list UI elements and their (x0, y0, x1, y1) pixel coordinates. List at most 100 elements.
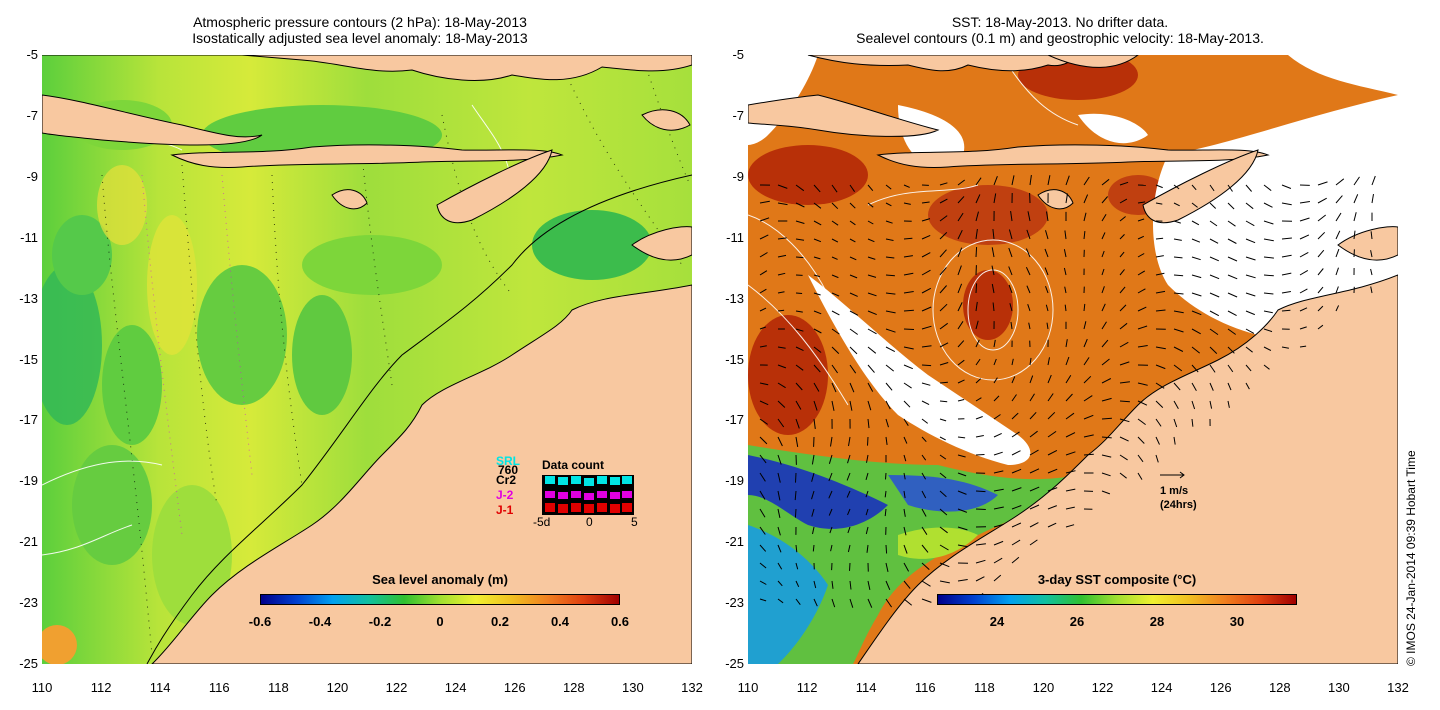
velocity-arrow (777, 237, 787, 240)
velocity-arrow (975, 358, 981, 366)
velocity-arrow (1047, 468, 1058, 474)
velocity-arrow (993, 358, 997, 366)
velocity-arrow (1065, 432, 1076, 438)
velocity-scale-arrow (1160, 471, 1185, 479)
velocity-arrow (1137, 436, 1145, 444)
velocity-arrow (1191, 364, 1199, 373)
velocity-arrow (867, 238, 875, 243)
velocity-arrow (1101, 250, 1105, 258)
velocity-arrow (1227, 382, 1232, 391)
velocity-arrow (1101, 490, 1111, 495)
velocity-arrow (957, 454, 966, 458)
velocity-arrow (813, 580, 817, 589)
velocity-arrow (921, 544, 929, 553)
velocity-arrow (812, 526, 815, 535)
velocity-arrow (795, 220, 805, 224)
velocity-arrow (1101, 454, 1112, 458)
velocity-arrow (1028, 322, 1031, 330)
velocity-arrow (1065, 412, 1075, 420)
velocity-arrow (1083, 321, 1087, 330)
velocity-arrow (903, 418, 909, 426)
velocity-arrow (1209, 202, 1217, 209)
velocity-arrow (1173, 436, 1176, 445)
velocity-arrow (1353, 176, 1360, 186)
velocity-arrow (1044, 248, 1049, 258)
velocity-arrow (1173, 328, 1184, 333)
velocity-arrow (813, 238, 822, 243)
velocity-arrow (903, 544, 908, 554)
velocity-arrow (1119, 234, 1125, 240)
sla-colorbar-tick: 0.2 (490, 614, 510, 629)
velocity-arrow (1137, 288, 1146, 294)
velocity-arrow (1011, 505, 1022, 510)
right-lat-tick: -5 (732, 47, 744, 62)
velocity-arrow (1335, 212, 1342, 222)
velocity-arrow (939, 454, 947, 460)
mission-label-j2: J-2 (496, 488, 514, 502)
sla-colorbar-tick: -0.2 (368, 614, 392, 629)
velocity-arrow (903, 328, 915, 330)
velocity-arrow (795, 292, 803, 294)
velocity-arrow (759, 508, 766, 518)
velocity-arrow (903, 400, 911, 408)
velocity-arrow (939, 381, 948, 384)
velocity-arrow (957, 399, 965, 402)
velocity-arrow (975, 378, 982, 384)
geostrophic-velocity-arrows (759, 175, 1376, 608)
velocity-arrow (777, 562, 783, 570)
velocity-arrow (885, 436, 888, 445)
data-count-axis-end: 5 (631, 515, 638, 529)
velocity-arrow (957, 579, 968, 582)
velocity-arrow (1101, 213, 1107, 222)
velocity-arrow (975, 490, 986, 493)
velocity-arrow (759, 234, 769, 240)
velocity-arrow (849, 328, 858, 335)
velocity-arrow (903, 237, 913, 240)
left-title-line2: Isostatically adjusted sea level anomaly… (192, 30, 528, 46)
velocity-arrow (885, 220, 893, 224)
velocity-arrow (867, 436, 869, 446)
velocity-arrow (921, 580, 931, 587)
data-count-axis-mid: 0 (586, 515, 593, 529)
velocity-arrow (865, 508, 869, 516)
left-lon-tick: 112 (90, 680, 112, 695)
velocity-arrow (1065, 193, 1068, 204)
velocity-arrow (777, 272, 786, 276)
velocity-arrow (1317, 286, 1324, 294)
mission-label-cr2: Cr2 (496, 473, 517, 487)
velocity-arrow (993, 523, 1004, 528)
velocity-arrow (1029, 539, 1038, 546)
velocity-arrow (847, 544, 851, 553)
velocity-arrow (885, 580, 891, 590)
left-lat-tick: -21 (19, 534, 38, 550)
velocity-arrow (759, 454, 767, 464)
right-map-title: SST: 18-May-2013. No drifter data. Seale… (780, 14, 1340, 46)
velocity-arrow (993, 432, 1002, 438)
velocity-arrow (1083, 395, 1093, 402)
velocity-arrow (885, 364, 895, 372)
velocity-arrow (975, 177, 982, 186)
velocity-arrow (921, 269, 931, 276)
left-lon-tick: 122 (385, 680, 408, 695)
velocity-arrow (1173, 292, 1184, 295)
data-count-inset (542, 475, 634, 515)
velocity-arrow (1083, 453, 1094, 456)
velocity-arrow (1155, 400, 1164, 408)
velocity-arrow (1227, 238, 1237, 244)
velocity-arrow (1263, 328, 1273, 333)
velocity-arrow (1209, 400, 1213, 409)
velocity-scale-speed: 1 m/s (1160, 485, 1189, 497)
velocity-arrow (884, 490, 887, 498)
velocity-arrow (849, 310, 859, 316)
velocity-arrow (885, 418, 889, 428)
velocity-arrow (975, 283, 978, 294)
velocity-arrow (828, 508, 833, 516)
velocity-arrow (884, 508, 887, 517)
velocity-arrow (1245, 292, 1256, 297)
velocity-arrow (795, 562, 799, 570)
velocity-arrow (1263, 346, 1272, 351)
velocity-arrow (921, 252, 931, 258)
velocity-arrow (1227, 256, 1238, 262)
right-lon-tick: 126 (1209, 680, 1232, 695)
velocity-arrow (1011, 556, 1020, 564)
